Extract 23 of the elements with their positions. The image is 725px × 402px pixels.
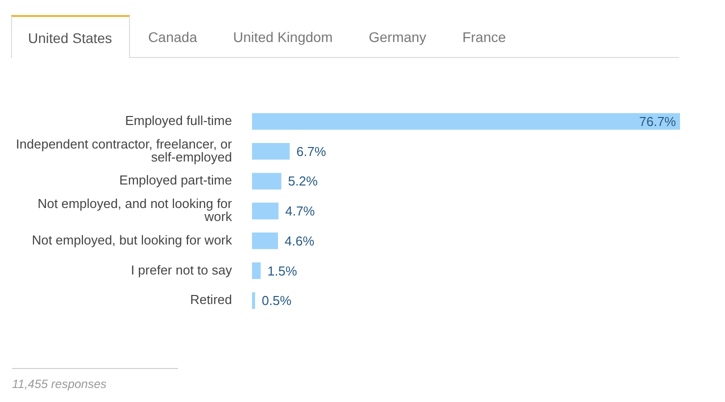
y-tick-label: Employed part-time <box>119 172 232 188</box>
y-tick-label: Retired <box>190 292 232 308</box>
data-label: 6.7% <box>296 144 326 159</box>
y-tick-label: Independent contractor, freelancer, or self-employed <box>16 136 233 164</box>
data-label: 4.6% <box>284 233 315 248</box>
data-label: 5.2% <box>288 174 318 189</box>
y-tick-label: I prefer not to say <box>130 262 232 278</box>
bar <box>252 262 261 280</box>
bar <box>252 232 278 250</box>
tab[interactable]: United States <box>11 15 130 58</box>
text: 11,455 responses <box>12 377 107 391</box>
bar <box>252 292 256 309</box>
y-tick-label: Employed full-time <box>125 113 232 128</box>
data-label: 0.5% <box>262 293 292 308</box>
data-label: 1.5% <box>267 263 298 278</box>
bar <box>252 202 279 220</box>
bar <box>252 142 290 160</box>
bar <box>252 113 680 130</box>
bar <box>252 172 282 190</box>
data-label: 76.7% <box>639 114 676 130</box>
y-tick-label: Not employed, and not looking for work <box>38 196 233 224</box>
data-label: 4.7% <box>285 204 316 219</box>
y-tick-label: Not employed, but looking for work <box>32 232 232 248</box>
